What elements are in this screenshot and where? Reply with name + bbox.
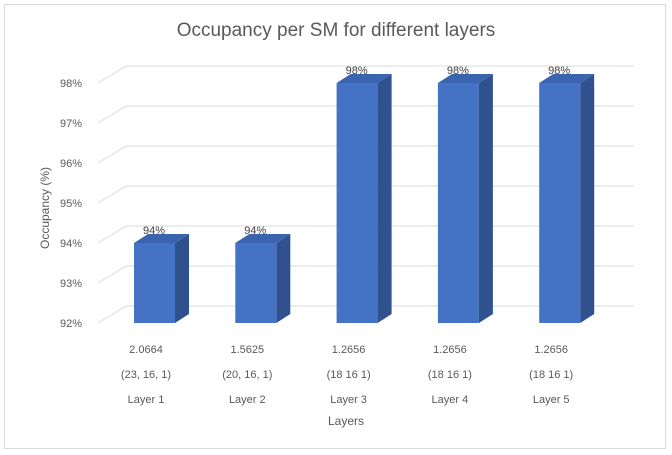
x-tick-label: (20, 16, 1) bbox=[222, 369, 272, 381]
bar-side bbox=[377, 74, 392, 323]
x-tick-label: 1.2656 bbox=[433, 344, 467, 356]
x-tick-label: Layer 3 bbox=[330, 394, 367, 406]
x-tick-label: (18 16 1) bbox=[529, 369, 573, 381]
bar-front bbox=[336, 83, 378, 323]
data-label: 94% bbox=[143, 225, 165, 237]
x-tick-label: Layer 1 bbox=[128, 394, 165, 406]
x-axis-title: Layers bbox=[328, 414, 364, 428]
data-label: 98% bbox=[346, 65, 368, 77]
bar-front bbox=[539, 83, 581, 323]
x-tick-label: 1.5625 bbox=[230, 344, 264, 356]
bar-top bbox=[336, 74, 392, 83]
bar-side bbox=[580, 74, 595, 323]
gridline bbox=[97, 65, 634, 84]
data-label: 94% bbox=[244, 225, 266, 237]
data-label: 98% bbox=[447, 65, 469, 77]
y-tick-label: 95% bbox=[60, 198, 82, 210]
y-tick-label: 96% bbox=[60, 158, 82, 170]
bar-front bbox=[235, 243, 277, 323]
chart-title: Occupancy per SM for different layers bbox=[177, 20, 496, 41]
y-tick-label: 94% bbox=[60, 238, 82, 250]
x-axis-ticks: 2.0664 (23, 16, 1) Layer 1 1.5625 (20, 16, 1… bbox=[121, 344, 573, 406]
bar-top bbox=[235, 234, 291, 243]
y-axis-title: Occupancy (%) bbox=[38, 167, 52, 249]
x-tick-label: Layer 5 bbox=[533, 394, 570, 406]
x-tick-label: Layer 4 bbox=[432, 394, 469, 406]
x-tick-label: 1.2656 bbox=[332, 344, 366, 356]
x-tick-label: (23, 16, 1) bbox=[121, 369, 171, 381]
x-tick-label: 2.0664 bbox=[129, 344, 163, 356]
y-tick-label: 93% bbox=[60, 278, 82, 290]
data-label: 98% bbox=[548, 65, 570, 77]
x-tick-label: 1.2656 bbox=[534, 344, 568, 356]
x-tick-label: Layer 2 bbox=[229, 394, 266, 406]
bar bbox=[437, 74, 493, 323]
bars bbox=[134, 74, 595, 323]
x-tick-label: (18 16 1) bbox=[428, 369, 472, 381]
bar-top bbox=[539, 74, 595, 83]
data-labels: 94% 94% 98% 98% 98% bbox=[143, 65, 570, 237]
bar bbox=[539, 74, 595, 323]
x-tick-label: (18 16 1) bbox=[327, 369, 371, 381]
bar-top bbox=[134, 234, 189, 243]
y-tick-label: 98% bbox=[60, 78, 82, 90]
bar-side bbox=[478, 74, 493, 323]
bar bbox=[134, 234, 189, 323]
bar bbox=[235, 234, 291, 323]
bar-front bbox=[134, 243, 175, 323]
y-axis-ticks: 92% 93% 94% 95% 96% 97% 98% bbox=[60, 78, 82, 330]
y-tick-label: 97% bbox=[60, 118, 82, 130]
bar-side bbox=[175, 234, 189, 323]
bar-side bbox=[276, 234, 291, 323]
y-tick-label: 92% bbox=[60, 318, 82, 330]
bar-front bbox=[437, 83, 479, 323]
bar-top bbox=[437, 74, 493, 83]
bar bbox=[336, 74, 392, 323]
